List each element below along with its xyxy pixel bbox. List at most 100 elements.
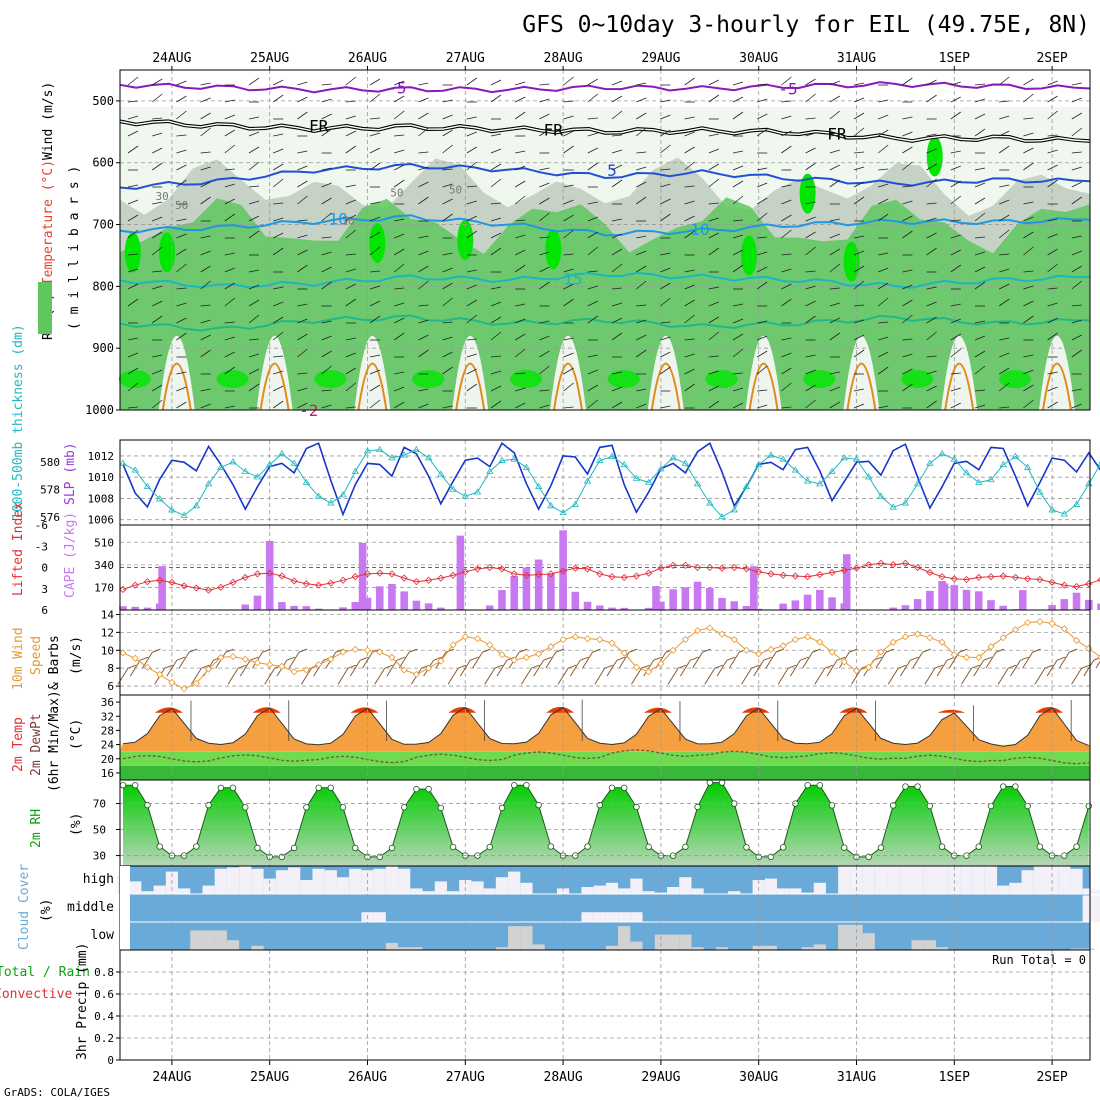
upper-wind-barb [926,79,937,86]
temp-ylabel-line1: 2m Temp [11,717,26,772]
upper-wind-barb [708,331,720,341]
upper-wind-barb [853,166,865,171]
wind-barb-flag [176,656,186,661]
upper-wind-barb [224,267,235,273]
precip-tick-label: 0.8 [94,966,114,979]
upper-wind-barb [950,333,962,341]
thickness-marker [583,477,592,484]
cape-bar [644,607,653,610]
dewpoint-line [122,749,1089,765]
lifted-index-marker [877,559,885,567]
upper-wind-barb [708,133,719,137]
upper-wind-barb [805,300,816,307]
rh-patch-90 [124,232,141,273]
upper-wind-barb [490,178,502,188]
upper-wind-barb [1047,386,1058,392]
upper-wind-barb [756,281,768,290]
upper-wind-barb [442,336,453,341]
rh-marker [242,804,249,811]
cloud-high-bar [129,881,142,894]
upper-wind-barb [369,93,381,103]
upper-wind-barb [853,319,865,324]
upper-wind-barb [587,117,598,120]
upper-wind-barb [902,284,913,290]
wind-barb-flag [763,656,772,661]
wind-barb-flag [543,656,552,661]
upper-wind-barb [442,198,453,205]
upper-wind-barb [974,281,986,290]
upper-wind-barb [515,372,526,375]
upper-wind-barb [539,167,550,171]
rh-marker [1000,783,1007,790]
wind-barb [362,651,373,669]
wind-speed-marker [119,649,127,657]
thickness-marker [424,454,433,461]
upper-wind-barb [805,147,816,154]
rh-marker [449,843,457,851]
upper-wind-barb [563,367,574,375]
upper-wind-barb [490,148,502,154]
upper-wind-barb [660,129,671,137]
upper-wind-barb [611,134,623,137]
upper-wind-barb [200,250,211,256]
upper-wind-barb [878,336,889,341]
upper-wind-barb [732,111,744,120]
upper-wind-barb [611,287,623,290]
upper-wind-barb [853,127,865,137]
upper-wind-barb [902,131,913,137]
cape-bar [962,589,971,610]
upper-wind-barb [756,212,768,222]
upper-wind-barb [587,162,599,171]
cape-bar [522,567,531,610]
cloud-low-bar [679,934,692,950]
lifted-index-marker [253,570,262,578]
upper-wind-barb [878,114,889,120]
wind-barb-flag [433,656,442,661]
wind-speed-marker [363,646,372,654]
upper-wind-barb [466,368,477,375]
temp-ylabel-line3: (6hr Min/Max) [47,690,62,792]
wind-speed-marker [767,645,775,653]
upper-air-ylabel-sub: ( m i l l i b a r s ) [67,166,82,330]
upper-wind-barb [1047,80,1058,86]
cloud-low-bar [801,947,814,950]
cloud-high-bar [1009,882,1022,894]
dry-notch [452,335,489,410]
rh-marker [828,802,836,809]
cloud-low-bar [715,947,729,950]
date-label-top: 27AUG [446,51,485,66]
cape-bar-peak [358,542,367,610]
upper-wind-barb [781,214,792,222]
cloud-low-bar [630,941,643,950]
cloud-high-bar [777,888,790,894]
thickness-tick-label: 580 [40,456,60,469]
wind-speed-marker [339,648,347,656]
cape-bar-peak [265,540,274,610]
thickness-marker [155,495,164,502]
cloud-high-bar [764,878,778,894]
cape-bar [913,599,922,610]
upper-wind-barb [732,234,744,239]
thickness-marker [522,463,531,470]
thickness-marker [1060,510,1069,517]
cape-bar [278,602,286,610]
wind-barb [337,667,349,685]
upper-wind-barb [999,337,1010,341]
rh-contour-label: 30 [155,190,168,203]
upper-wind-barb [248,185,260,188]
upper-wind-barb [974,83,986,86]
lifted-index-marker [425,576,433,584]
upper-wind-barb [490,301,502,307]
upper-wind-barb [418,319,429,324]
upper-wind-barb [781,130,792,137]
cloud-low-bar [385,943,399,950]
cloud-high-bar [410,888,423,894]
thickness-marker [168,506,176,513]
rh-ylabel-units: (%) [69,813,84,836]
upper-wind-barb [611,149,623,154]
cape-bar [1060,599,1069,610]
date-label-bottom: 1SEP [939,1070,970,1085]
upper-wind-barb [926,163,937,171]
cloud-low-bar [935,947,949,950]
precip-frame [119,949,1091,1061]
